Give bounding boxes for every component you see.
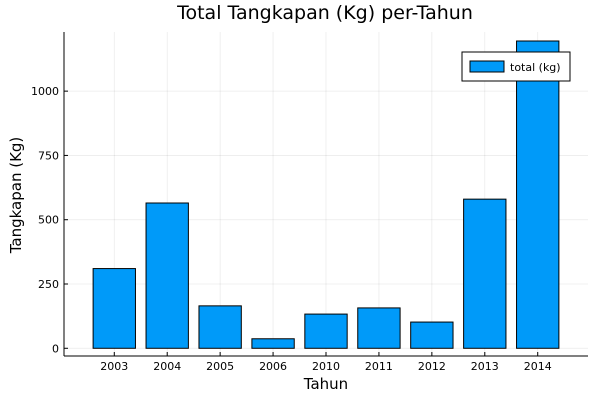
bars — [92, 40, 560, 349]
x-tick-label: 2006 — [259, 360, 287, 373]
x-tick-label: 2014 — [524, 360, 552, 373]
x-tick-label: 2005 — [206, 360, 234, 373]
x-tick-label: 2004 — [153, 360, 181, 373]
y-tick-label: 750 — [38, 149, 59, 162]
x-axis-label: Tahun — [303, 375, 348, 393]
bar-2011 — [357, 307, 401, 349]
legend-label-total: total (kg) — [510, 61, 561, 74]
bar-2003 — [92, 268, 136, 349]
x-tick-label: 2012 — [418, 360, 446, 373]
y-tick-label: 0 — [52, 342, 59, 355]
x-tick-label: 2010 — [312, 360, 340, 373]
bar-2014 — [516, 40, 560, 349]
x-tick-label: 2011 — [365, 360, 393, 373]
bar-2013 — [463, 198, 507, 349]
legend: total (kg) — [461, 51, 571, 82]
y-tick-label: 1000 — [31, 85, 59, 98]
y-tick-label: 250 — [38, 278, 59, 291]
chart-title: Total Tangkapan (Kg) per-Tahun — [176, 2, 473, 24]
bar-2010 — [304, 313, 348, 349]
x-tick-label: 2003 — [100, 360, 128, 373]
bar-2005 — [198, 305, 242, 349]
y-tick-label: 500 — [38, 214, 59, 227]
bar-2006 — [251, 338, 295, 349]
bar-2004 — [145, 202, 189, 349]
bar-2012 — [410, 321, 454, 349]
x-tick-label: 2013 — [471, 360, 499, 373]
legend-swatch — [469, 60, 505, 73]
y-axis-label: Tangkapan (Kg) — [7, 137, 25, 255]
y-ticks: 0 250 500 750 1000 — [31, 85, 68, 355]
x-ticks: 2003 2004 2005 2006 2010 2011 2012 2013 2014 — [100, 352, 552, 373]
